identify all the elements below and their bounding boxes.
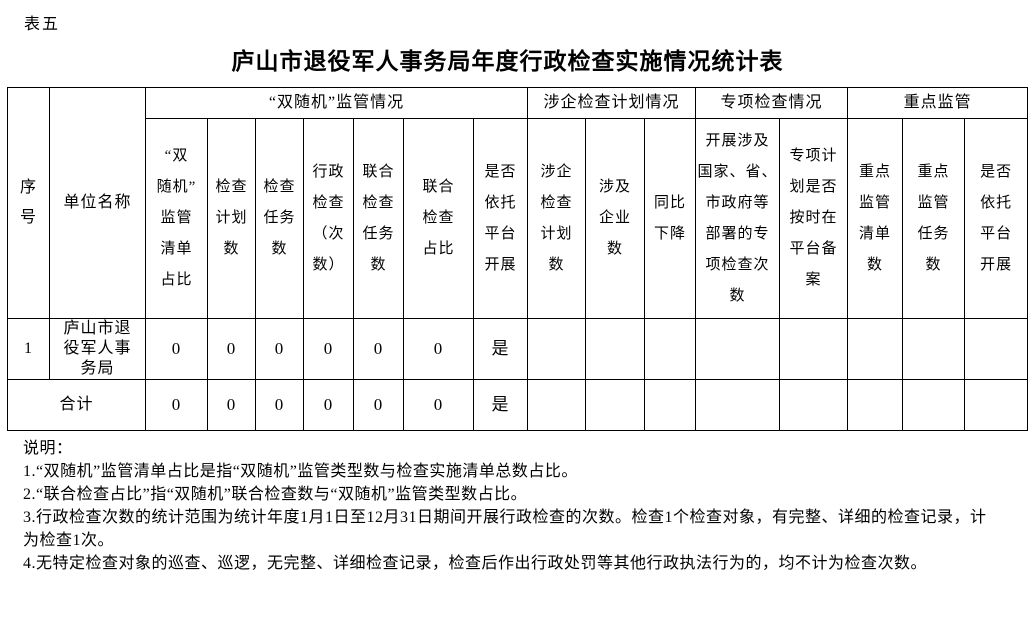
note-line-3-continued: 为检查1次。 (23, 532, 115, 549)
table-group-header-row: 序 号 单位名称 “双随机”监管情况 涉企检查计划情况 专项检查情况 重点监管 (7, 87, 1029, 319)
cell-total-value (644, 379, 697, 431)
page-tag: 表五 (24, 16, 61, 33)
header-key-task-count: 重点 监管 任务 数 (902, 118, 966, 319)
cell-total-value (964, 379, 1029, 431)
cell-total-label: 合计 (7, 379, 146, 431)
page-title: 庐山市退役军人事务局年度行政检查实施情况统计表 (231, 49, 784, 74)
group-header-key-supervision: 重点监管 (847, 87, 1029, 119)
header-unit-name: 单位名称 (49, 87, 146, 319)
cell-total-value: 0 (255, 379, 304, 431)
note-line-3: 3.行政检查次数的统计范围为统计年度1月1日至12月31日期间开展行政检查的次数… (23, 509, 987, 526)
cell-value: 0 (255, 318, 304, 380)
cell-value: 0 (403, 318, 474, 380)
header-key-list-count: 重点 监管 清单 数 (847, 118, 904, 319)
notes-section: 说明： 1.“双随机”监管清单占比是指“双随机”监管类型数与检查实施清单总数占比… (23, 437, 987, 575)
cell-total-value (847, 379, 904, 431)
cell-value (779, 318, 849, 380)
cell-value (902, 318, 966, 380)
table-total-row: 合计 0 0 0 0 0 0 是 (7, 379, 1029, 431)
note-line-1: 1.“双随机”监管清单占比是指“双随机”监管类型数与检查实施清单总数占比。 (23, 463, 578, 480)
header-inspection-times: 行政 检查 （次 数） (303, 118, 354, 319)
cell-value: 0 (145, 318, 208, 380)
cell-value: 0 (303, 318, 354, 380)
header-special-times: 开展涉及 国家、省、 市政府等 部署的专 项检查次 数 (695, 118, 781, 319)
cell-value (585, 318, 646, 380)
header-enterprise-plan-count: 涉企 检查 计划 数 (527, 118, 587, 319)
group-header-enterprise-plan: 涉企检查计划情况 (527, 87, 697, 119)
header-yoy-decline: 同比 下降 (644, 118, 697, 319)
cell-value (964, 318, 1029, 380)
cell-total-value: 0 (207, 379, 256, 431)
header-joint-task-count: 联合 检查 任务 数 (353, 118, 404, 319)
header-key-platform-based: 是否 依托 平台 开展 (964, 118, 1029, 319)
table-subheader-row: “双 随机” 监管 清单 占比 检查 计划 数 检查 任务 数 行政 检查 （次… (8, 118, 1029, 319)
cell-total-value (585, 379, 646, 431)
cell-total-value: 0 (145, 379, 208, 431)
header-plan-count: 检查 计划 数 (207, 118, 256, 319)
cell-value: 是 (472, 318, 529, 380)
header-list-ratio: “双 随机” 监管 清单 占比 (145, 118, 208, 319)
cell-total-value (779, 379, 849, 431)
cell-total-value (695, 379, 781, 431)
note-line-2: 2.“联合检查占比”指“双随机”联合检查数与“双随机”监管类型数占比。 (23, 486, 528, 503)
header-joint-ratio: 联合 检查 占比 (403, 118, 474, 319)
cell-total-value (527, 379, 587, 431)
cell-total-value: 0 (403, 379, 474, 431)
cell-value (644, 318, 697, 380)
cell-value (527, 318, 587, 380)
group-header-special-inspection: 专项检查情况 (695, 87, 849, 119)
cell-total-value: 是 (472, 379, 529, 431)
cell-value (695, 318, 781, 380)
cell-total-value (902, 379, 966, 431)
cell-value (847, 318, 904, 380)
table-row-1: 1 庐山市退 役军人事 务局 0 0 0 0 0 0 是 (7, 318, 1029, 380)
notes-heading: 说明： (23, 440, 73, 457)
header-platform-based: 是否 依托 平台 开展 (472, 118, 529, 319)
statistics-table: 序 号 单位名称 “双随机”监管情况 涉企检查计划情况 专项检查情况 重点监管 … (7, 87, 1029, 431)
header-enterprise-count: 涉及 企业 数 (585, 118, 646, 319)
cell-value: 0 (353, 318, 404, 380)
cell-total-value: 0 (303, 379, 354, 431)
group-header-double-random: “双随机”监管情况 (144, 87, 529, 119)
cell-seq: 1 (7, 318, 50, 380)
header-special-filed: 专项计 划是否 按时在 平台备 案 (779, 118, 849, 319)
cell-unit-name: 庐山市退 役军人事 务局 (49, 318, 146, 380)
header-task-count: 检查 任务 数 (255, 118, 304, 319)
note-line-4: 4.无特定检查对象的巡查、巡逻，无完整、详细检查记录，检查后作出行政处罚等其他行… (23, 555, 928, 572)
header-seq: 序 号 (7, 87, 50, 319)
cell-value: 0 (207, 318, 256, 380)
cell-total-value: 0 (353, 379, 404, 431)
